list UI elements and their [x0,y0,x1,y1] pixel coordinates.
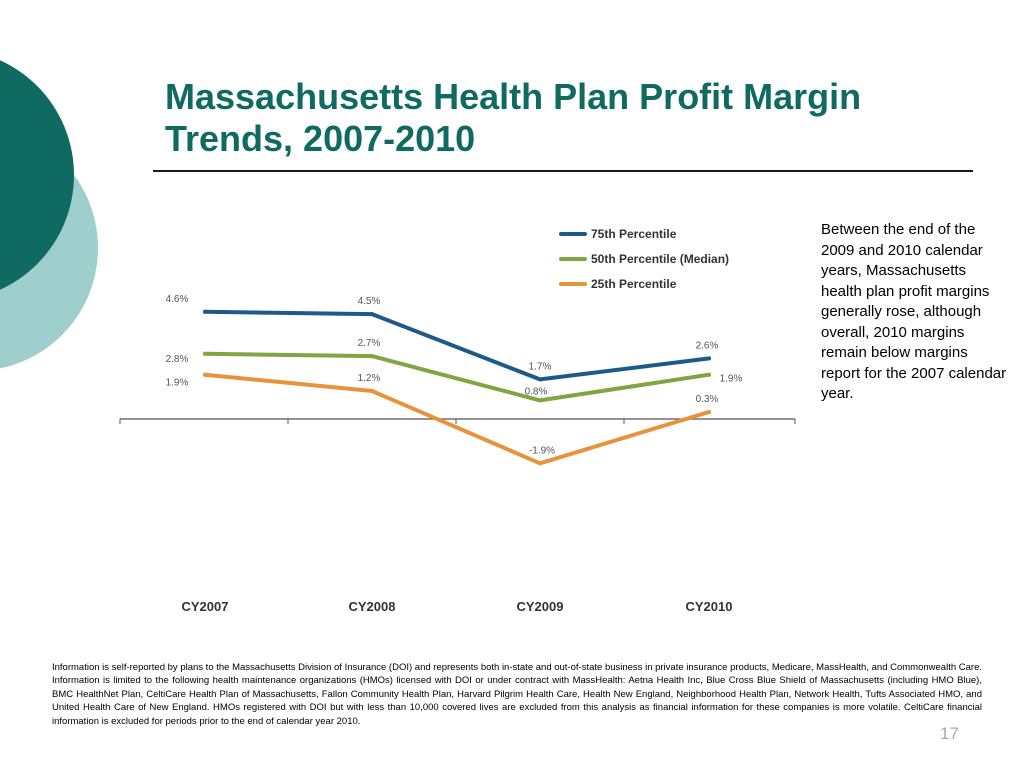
data-point [203,309,207,314]
data-point [203,372,207,377]
decorative-circles [0,60,98,369]
legend-label: 75th Percentile [591,227,677,241]
title-divider [153,170,973,172]
legend-label: 25th Percentile [591,277,677,291]
side-note: Between the end of the 2009 and 2010 cal… [821,221,1007,402]
data-point [538,398,542,403]
x-tick-label: CY2008 [349,599,396,614]
data-label: 4.5% [358,296,381,307]
footnote: Information is self-reported by plans to… [52,662,982,727]
dark-teal-circle [0,60,74,290]
data-label: 2.7% [358,338,381,349]
series-line [203,309,711,382]
data-label: 1.2% [358,373,381,384]
series-line [203,351,711,403]
data-point [538,461,542,466]
series-line [203,372,711,466]
data-label: 2.6% [696,340,719,351]
data-label: 4.6% [166,294,189,305]
data-point [707,356,711,361]
data-label: -1.9% [529,445,555,456]
data-point [370,354,374,359]
data-point [538,377,542,382]
data-label: 1.7% [529,361,552,372]
data-label: 2.8% [166,354,189,365]
page-number: 17 [940,724,959,743]
line-chart: CY2007 CY2008 CY2009 CY2010 4.6% 4.5% 1.7% 2.6%… [119,227,796,614]
data-label: 1.9% [720,374,743,385]
data-point [370,312,374,317]
data-label: 1.9% [166,378,189,389]
legend-label: 50th Percentile (Median) [591,252,729,266]
data-point [707,410,711,414]
data-label: 0.8% [525,386,548,397]
slide-title: Massachusetts Health Plan Profit Margin … [165,76,862,159]
data-label: 0.3% [696,394,719,405]
x-tick-label: CY2010 [686,599,733,614]
data-point [370,389,374,393]
data-point [203,351,207,356]
x-tick-label: CY2009 [517,599,564,614]
data-point [707,372,711,377]
x-tick-label: CY2007 [182,599,229,614]
